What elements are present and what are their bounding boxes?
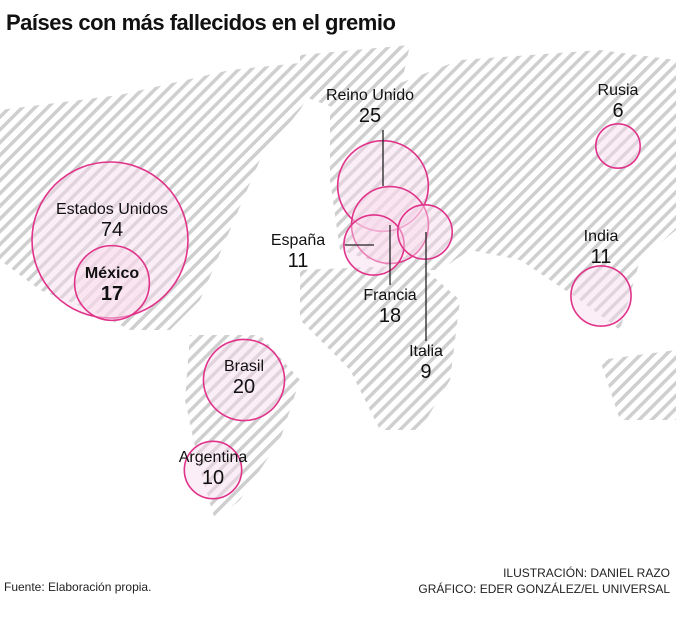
- credits: ILUSTRACIÓN: DANIEL RAZO GRÁFICO: EDER G…: [418, 565, 670, 597]
- country-name: Rusia: [597, 82, 639, 99]
- graphic-credit: GRÁFICO: EDER GONZÁLEZ/EL UNIVERSAL: [418, 582, 670, 596]
- source-note: Fuente: Elaboración propia.: [4, 580, 152, 594]
- oceania: [600, 350, 676, 420]
- label-india: India 11: [583, 228, 619, 268]
- death-count: 17: [100, 283, 124, 305]
- death-count: 74: [100, 219, 124, 241]
- country-name: India: [583, 228, 619, 245]
- country-name: Italia: [409, 343, 443, 360]
- south-america: [185, 335, 300, 520]
- label-espana: España 11: [270, 232, 326, 272]
- bubble-italia: [396, 203, 454, 261]
- bubble-argentina: [183, 440, 243, 500]
- death-count: 18: [378, 305, 402, 327]
- label-brasil: Brasil 20: [223, 358, 265, 398]
- label-reino-unido: Reino Unido 25: [325, 87, 415, 127]
- eurasia: [330, 50, 676, 330]
- death-count: 25: [358, 105, 382, 127]
- country-name: Reino Unido: [325, 87, 415, 104]
- label-argentina: Argentina 10: [178, 449, 248, 489]
- north-america: [0, 60, 330, 330]
- label-italia: Italia 9: [409, 343, 443, 383]
- illustration-credit: ILUSTRACIÓN: DANIEL RAZO: [503, 566, 670, 580]
- label-mexico: México 17: [84, 265, 140, 305]
- label-rusia: Rusia 6: [597, 82, 639, 122]
- leader-lines: [345, 130, 427, 341]
- death-count: 11: [590, 246, 612, 268]
- country-name: Francia: [363, 287, 417, 304]
- bubble-mexico: [73, 244, 151, 322]
- label-francia: Francia 18: [363, 287, 417, 327]
- death-count: 20: [232, 376, 256, 398]
- page-title: Países con más fallecidos en el gremio: [6, 10, 396, 35]
- death-count: 6: [612, 100, 624, 122]
- country-name: España: [270, 232, 326, 249]
- country-name: Brasil: [223, 358, 265, 375]
- country-name: México: [84, 265, 140, 282]
- country-name: Argentina: [178, 449, 248, 466]
- bubbles: [31, 122, 642, 500]
- label-estados-unidos: Estados Unidos 74: [55, 201, 169, 241]
- continents: [0, 45, 676, 520]
- country-name: Estados Unidos: [55, 201, 169, 218]
- death-count: 11: [287, 250, 309, 272]
- death-count: 10: [201, 467, 225, 489]
- death-count: 9: [420, 361, 432, 383]
- bubble-rusia: [594, 122, 642, 170]
- bubble-india: [570, 265, 632, 327]
- africa: [300, 265, 460, 430]
- bubble-brasil: [202, 338, 286, 422]
